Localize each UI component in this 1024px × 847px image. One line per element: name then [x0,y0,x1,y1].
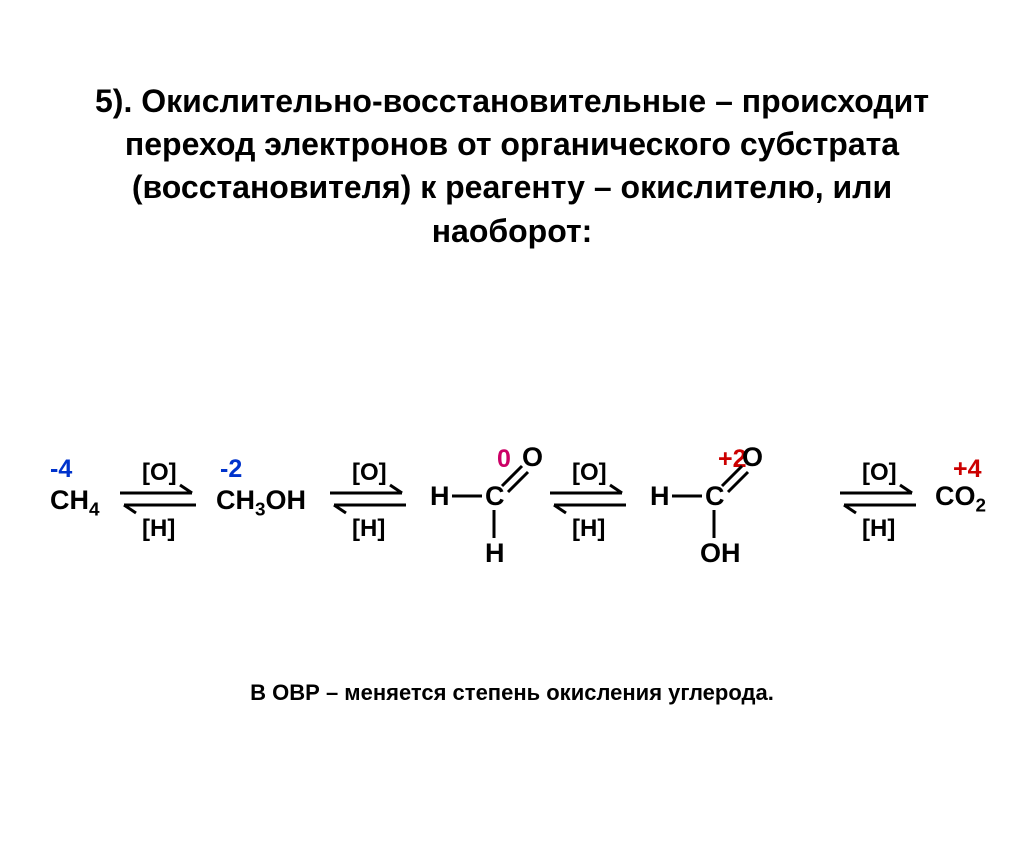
svg-text:O: O [742,442,763,472]
equilibrium-arrow-2: [O] [H] [330,485,406,520]
svg-text:O: O [522,442,543,472]
ox-state-5: +4 [953,455,982,484]
equilibrium-arrow-3: [O] [H] [550,485,626,520]
molecule-co2: CO2 [935,481,986,517]
svg-text:H: H [650,481,670,511]
page-title: 5). Окислительно-восстановительные – про… [62,80,962,253]
footer-text: В ОВР – меняется степень окисления углер… [0,680,1024,706]
molecule-ch4: CH4 [50,485,100,521]
svg-text:OH: OH [700,538,741,568]
molecule-hcooh: H C O OH [650,450,785,577]
svg-text:H: H [485,538,505,568]
equilibrium-arrow-4: [O] [H] [840,485,916,520]
ox-state-2: -2 [220,455,242,484]
equilibrium-arrow-1: [O] [H] [120,485,196,520]
molecule-hcho: H C O H [430,450,540,577]
redox-diagram: -4 -2 0 +2 +4 CH4 CH3OH H C O H H C O [0,455,1024,655]
molecule-ch3oh: CH3OH [216,485,306,521]
svg-text:H: H [430,481,450,511]
ox-state-1: -4 [50,455,72,484]
